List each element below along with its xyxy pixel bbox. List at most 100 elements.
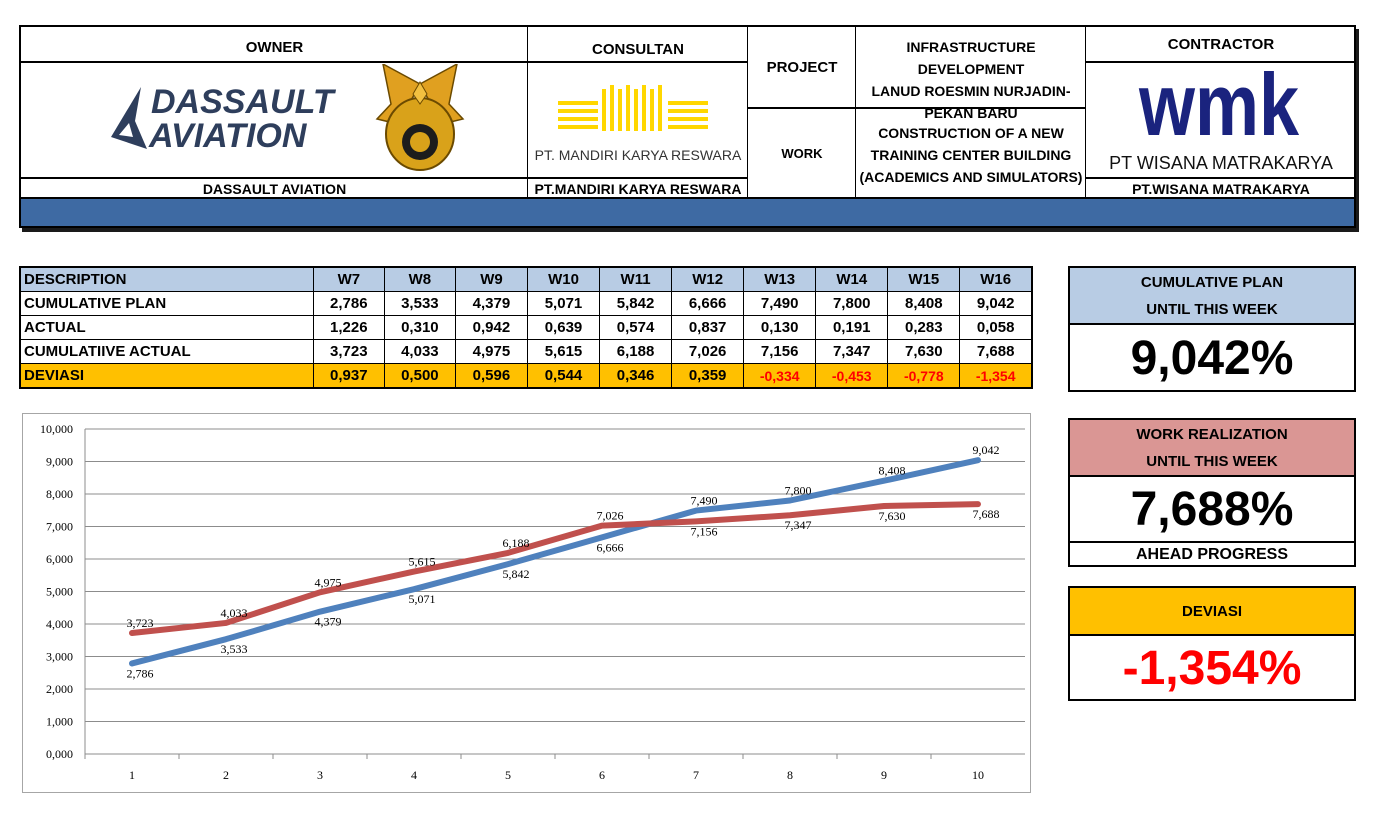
project-value-line: LANUD ROESMIN NURJADIN-: [871, 83, 1071, 99]
table-cell: 5,842: [599, 291, 673, 316]
data-label: 7,490: [691, 494, 718, 508]
data-label: 7,800: [785, 484, 812, 498]
table-cell: 7,156: [743, 339, 817, 364]
table-cell: 0,639: [526, 315, 601, 340]
y-tick-label: 3,000: [46, 650, 73, 664]
table-cell: 7,800: [815, 291, 889, 316]
panel-caption-line: CUMULATIVE PLAN: [1140, 273, 1284, 291]
week-header: W12: [671, 266, 745, 292]
owner-section: [21, 27, 528, 201]
table-cell: 8,408: [887, 291, 961, 316]
week-header: W14: [815, 266, 889, 292]
wmk-logo-icon: wmk: [1138, 55, 1300, 154]
panel-caption: DEVIASI: [1070, 588, 1354, 636]
table-cell: 0,346: [599, 363, 673, 389]
table-cell: 6,666: [671, 291, 745, 316]
consultant-title: CONSULTAN: [592, 41, 684, 58]
project-value-line: INFRASTRUCTURE DEVELOPMENT: [906, 39, 1036, 77]
dassault-logo-word-1: DASSAULT: [151, 83, 337, 121]
value-section: [856, 27, 1086, 201]
deviasi-panel: DEVIASI -1,354%: [1068, 586, 1356, 701]
data-label: 7,347: [785, 518, 812, 532]
contractor-title: CONTRACTOR: [1167, 36, 1275, 53]
table-cell: 2,786: [312, 291, 385, 316]
dassault-logo: DASSAULT AVIATION: [99, 79, 349, 159]
data-label: 4,379: [315, 615, 342, 629]
data-label: 6,188: [503, 536, 530, 550]
table-row-cumulative-plan: CUMULATIVE PLAN 2,786 3,533 4,379 5,071 …: [19, 291, 1033, 316]
data-label: 4,975: [315, 575, 342, 589]
week-header: W9: [454, 266, 528, 292]
y-tick-label: 7,000: [46, 520, 73, 534]
y-tick-label: 10,000: [40, 422, 73, 436]
x-tick-label: 3: [317, 768, 323, 782]
week-header: W10: [526, 266, 601, 292]
y-tick-label: 8,000: [46, 487, 73, 501]
table-cell: 7,630: [887, 339, 961, 364]
dassault-wing-icon: DASSAULT AVIATION: [111, 83, 337, 155]
data-label: 7,688: [973, 507, 1000, 521]
x-tick-label: 8: [787, 768, 793, 782]
consultant-name: PT.MANDIRI KARYA RESWARA: [534, 181, 742, 197]
data-label: 7,156: [691, 524, 718, 538]
project-value-line: PEKAN BARU: [924, 105, 1018, 121]
project-label: PROJECT: [766, 59, 838, 76]
eagle-emblem-icon: [375, 62, 465, 171]
panel-caption: WORK REALIZATION UNTIL THIS WEEK: [1070, 420, 1354, 477]
project-value: INFRASTRUCTURE DEVELOPMENT LANUD ROESMIN…: [856, 36, 1086, 124]
table-cell: 0,058: [959, 315, 1033, 340]
table-cell: 5,615: [526, 339, 601, 364]
table-cell: 0,837: [671, 315, 745, 340]
work-value: CONSTRUCTION OF A NEW TRAINING CENTER BU…: [856, 122, 1086, 188]
week-header: W16: [959, 266, 1033, 292]
table-cell: 4,033: [383, 339, 456, 364]
week-header: W13: [743, 266, 817, 292]
table-cell: 0,191: [815, 315, 889, 340]
work-value-line: CONSTRUCTION OF A NEW: [878, 125, 1064, 141]
data-label: 7,026: [597, 509, 624, 523]
table-cell: 0,359: [671, 363, 745, 389]
table-cell: 7,347: [815, 339, 889, 364]
chart-svg: 0,000 1,000 2,000 3,000 4,000 5,000 6,000 7,000…: [40, 422, 1025, 782]
data-label: 5,071: [409, 592, 436, 606]
data-label: 5,842: [503, 567, 530, 581]
work-value-line: (ACADEMICS AND SIMULATORS): [859, 169, 1083, 185]
x-tick-label: 10: [972, 768, 984, 782]
owner-name: DASSAULT AVIATION: [202, 181, 347, 197]
data-label: 8,408: [879, 464, 906, 478]
table-cell: 3,533: [383, 291, 456, 316]
y-tick-label: 6,000: [46, 552, 73, 566]
row-label: ACTUAL: [19, 315, 314, 340]
plan-value: 9,042%: [1130, 332, 1294, 385]
table-header-description: DESCRIPTION: [19, 266, 314, 292]
table-row-cumulative-actual: CUMULATIIVE ACTUAL 3,723 4,033 4,975 5,6…: [19, 339, 1033, 364]
data-label: 5,615: [409, 555, 436, 569]
x-tick-label: 1: [129, 768, 135, 782]
panel-caption: CUMULATIVE PLAN UNTIL THIS WEEK: [1070, 268, 1354, 325]
x-tick-label: 6: [599, 768, 605, 782]
realization-value: 7,688%: [1070, 477, 1354, 543]
table-cell-negative: -1,354: [959, 363, 1033, 389]
project-header: OWNER DASSAULT AVIATION DASSAULT AVIATIO…: [19, 25, 1356, 228]
series-line-actual: [129, 501, 981, 637]
table-cell: 1,226: [312, 315, 385, 340]
week-header: W7: [312, 266, 385, 292]
table-cell: 9,042: [959, 291, 1033, 316]
table-cell: 7,026: [671, 339, 745, 364]
y-tick-label: 4,000: [46, 617, 73, 631]
y-tick-label: 0,000: [46, 747, 73, 761]
table-cell: 0,596: [454, 363, 528, 389]
y-tick-label: 9,000: [46, 455, 73, 469]
table-cell: 4,975: [454, 339, 528, 364]
data-label: 3,533: [221, 642, 248, 656]
row-label: DEVIASI: [19, 363, 314, 389]
y-tick-label: 5,000: [46, 585, 73, 599]
work-realization-panel: WORK REALIZATION UNTIL THIS WEEK 7,688% …: [1068, 418, 1356, 567]
data-label: 9,042: [973, 443, 1000, 457]
table-cell: 6,188: [599, 339, 673, 364]
table-cell-negative: -0,334: [743, 363, 817, 389]
table-cell: 0,283: [887, 315, 961, 340]
label-section: [748, 27, 856, 201]
y-tick-label: 2,000: [46, 682, 73, 696]
table-cell: 0,130: [743, 315, 817, 340]
